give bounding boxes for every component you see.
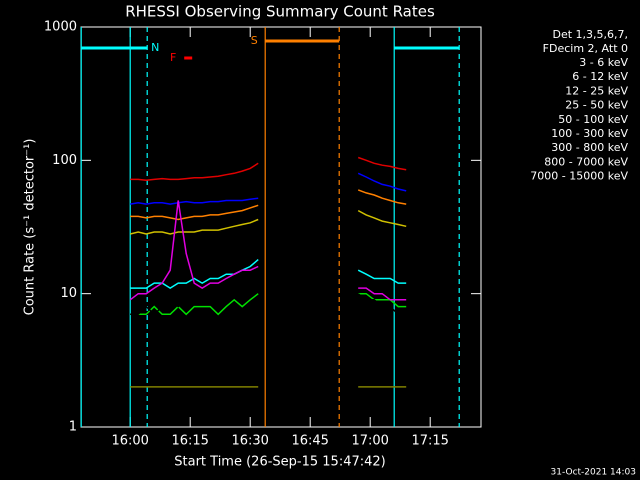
info-text: FDecim 2, Att 0 — [543, 42, 628, 55]
legend-entry: 50 - 100 keV — [558, 113, 628, 126]
x-tick-label: 17:15 — [411, 434, 448, 449]
x-axis-label: Start Time (26-Sep-15 15:47:42) — [174, 455, 385, 470]
series-line — [130, 172, 407, 205]
y-tick-label: 1 — [69, 420, 77, 435]
legend-entry: 800 - 7000 keV — [544, 155, 628, 168]
y-tick-label: 1000 — [44, 20, 77, 35]
series-line — [130, 189, 407, 221]
series-line — [130, 156, 407, 181]
x-tick-label: 16:15 — [171, 434, 208, 449]
series-line — [130, 282, 407, 324]
series-line — [130, 209, 407, 235]
footer: 31-Oct-2021 14:03 — [551, 468, 636, 478]
y-tick-label: 10 — [60, 286, 77, 301]
plot-frame — [80, 26, 482, 428]
x-tick-label: 16:00 — [111, 434, 148, 449]
legend-entry: 12 - 25 keV — [565, 84, 628, 97]
info-text: Det 1,3,5,6,7, — [552, 28, 628, 41]
legend-entry: 25 - 50 keV — [565, 99, 628, 112]
legend-entry: 300 - 800 keV — [551, 141, 628, 154]
legend-entry: 6 - 12 keV — [572, 70, 628, 83]
legend-entry: 3 - 6 keV — [579, 56, 628, 69]
chart-title: RHESSI Observing Summary Count Rates — [125, 3, 435, 21]
flag-label: F — [170, 51, 176, 64]
series-line — [129, 200, 407, 301]
legend-entry: 7000 - 15000 keV — [530, 170, 628, 183]
x-tick-label: 17:00 — [351, 434, 388, 449]
y-axis-label: Count Rate (s⁻¹ detector⁻¹) — [23, 139, 38, 316]
x-tick-label: 16:45 — [291, 434, 328, 449]
legend-entry: 100 - 300 keV — [551, 127, 628, 140]
y-tick-label: 100 — [52, 153, 77, 168]
flag-label: N — [151, 41, 159, 54]
x-tick-label: 16:30 — [231, 434, 268, 449]
series-line — [130, 292, 407, 316]
flag-label: S — [251, 34, 258, 47]
